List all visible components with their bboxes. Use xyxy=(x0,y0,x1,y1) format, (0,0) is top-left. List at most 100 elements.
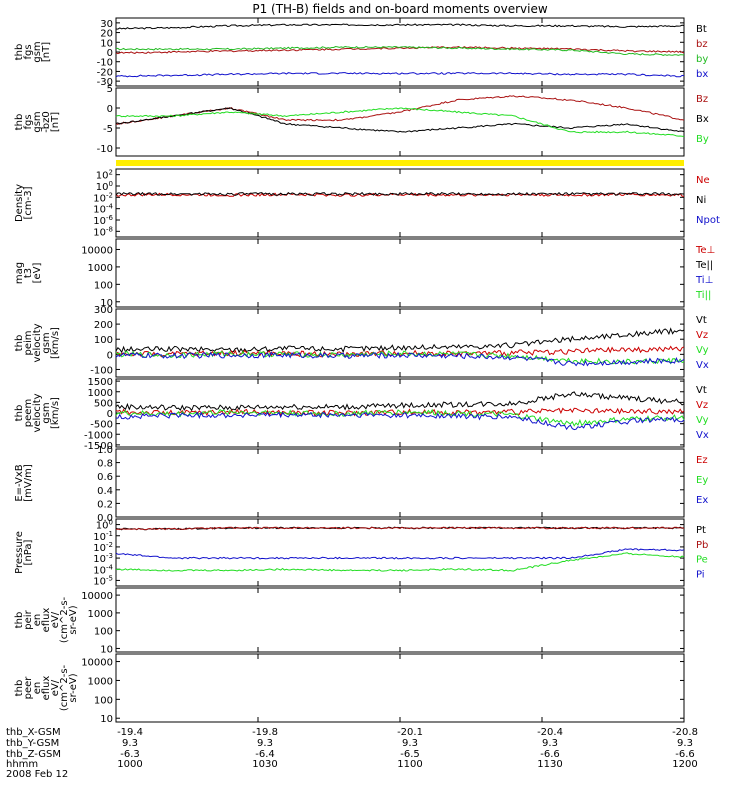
series-line-Ne xyxy=(115,192,685,197)
footer-time-value: 1100 xyxy=(397,759,423,770)
y-tick-label: -5 xyxy=(103,124,113,135)
panel-10: 10000 1000 100 10 thbpeerenefluxeV/(cm^2-s-s… xyxy=(14,653,685,725)
legend-label: Vt xyxy=(696,315,707,326)
y-tick-label: 1000 xyxy=(88,263,113,274)
y-tick-label: 0 xyxy=(107,350,113,361)
y-tick-label: 5 xyxy=(107,84,113,95)
y-tick-label: 1000 xyxy=(88,388,113,399)
footer-x-value: -19.8 xyxy=(252,727,278,738)
legend-label: bx xyxy=(696,69,708,80)
y-tick-label: 1000 xyxy=(88,609,113,620)
y-axis-label: [nT] xyxy=(41,42,52,62)
legend-label: Bt xyxy=(696,24,707,35)
y-axis-label: thb xyxy=(14,680,25,697)
y-axis-label: [eV] xyxy=(32,263,43,284)
legend-label: Pt xyxy=(696,525,706,536)
series-line-Vt xyxy=(115,391,685,412)
y-axis-label: thb xyxy=(14,405,25,422)
y-axis-label: [cm-3] xyxy=(23,186,34,219)
y-tick-label: -1500 xyxy=(84,441,113,452)
y-axis-label: peir xyxy=(23,609,34,629)
y-axis-label: eflux xyxy=(41,676,52,701)
y-axis-label: [nPa] xyxy=(23,539,34,565)
legend-label: Pi xyxy=(696,569,705,580)
y-axis-label: velocity xyxy=(32,323,43,362)
y-tick-label: 1000 xyxy=(88,676,113,687)
y-tick-label: -10 xyxy=(97,58,113,69)
y-tick-label: 20 xyxy=(100,29,113,40)
y-axis-label: eV/ xyxy=(50,611,61,628)
panel-frame xyxy=(115,448,685,518)
y-axis-label: thb xyxy=(14,44,25,61)
y-tick-exponent: -4 xyxy=(106,563,114,571)
y-axis-label: gsm xyxy=(32,111,43,132)
footer-y-value: 9.3 xyxy=(677,738,693,749)
legend-label: Ez xyxy=(696,455,708,466)
legend-label: Vx xyxy=(696,360,709,371)
y-tick-label: 10000 xyxy=(81,591,113,602)
footer-z-value: -6.5 xyxy=(400,749,420,760)
y-tick-label: 10 xyxy=(100,714,113,725)
y-axis-label: (cm^2-s- xyxy=(59,596,70,643)
series-line-Ni xyxy=(115,191,685,196)
y-tick-label: 0 xyxy=(107,104,113,115)
y-tick-label: 100 xyxy=(94,695,113,706)
footer-y-value: 9.3 xyxy=(257,738,273,749)
footer-time-value: 1200 xyxy=(672,759,698,770)
y-axis-label: [mV/m] xyxy=(23,464,34,502)
footer-time-value: 1000 xyxy=(117,759,143,770)
series-line-bx xyxy=(115,71,685,78)
panel-frame xyxy=(115,587,685,653)
y-axis-label: velocity xyxy=(32,393,43,432)
series-line-Vx xyxy=(115,351,685,367)
y-axis-label: [nT] xyxy=(50,112,61,132)
y-tick-label: 0 xyxy=(107,409,113,420)
y-tick-label: 500 xyxy=(94,398,113,409)
y-axis-label: t3 xyxy=(23,268,34,278)
y-axis-label: peem xyxy=(23,399,34,427)
panel-3: 10210010-210-410-610-8Density[cm-3]NeNiN… xyxy=(14,168,720,238)
legend-label: Vz xyxy=(696,400,708,411)
panel-stack: 3020100-10-20-30thbfgsgsm[nT]Btbzbybx50-… xyxy=(14,17,720,725)
y-tick-label: 0.0 xyxy=(97,513,113,524)
series-line-Pe xyxy=(115,552,685,572)
y-axis-label: eflux xyxy=(41,608,52,633)
y-axis-label: thb xyxy=(14,612,25,629)
legend-label: Ne xyxy=(696,175,710,186)
y-axis-label: thb xyxy=(14,114,25,131)
y-axis-label: peim xyxy=(23,330,34,355)
series-line-by xyxy=(115,45,685,56)
legend-label: Pe xyxy=(696,555,708,566)
panel-7: 1.0 0.8 0.6 0.4 0.2 0.0 E=-VxB[mV/m] Ez Ey Ex xyxy=(14,445,708,524)
y-axis-label: Density xyxy=(14,184,25,222)
panel-frame xyxy=(115,308,685,378)
series-line-Vt xyxy=(115,327,685,354)
y-tick-label: 100 xyxy=(94,280,113,291)
y-tick-label: 10000 xyxy=(81,658,113,669)
footer-z-value: -6.6 xyxy=(675,749,695,760)
footer-x-value: -20.4 xyxy=(537,727,563,738)
y-tick-label: 1500 xyxy=(88,377,113,388)
footer-y-value: 9.3 xyxy=(542,738,558,749)
legend-label: Te⊥ xyxy=(695,245,715,256)
y-tick-label: -30 xyxy=(97,77,113,88)
legend-label: Ex xyxy=(696,495,708,506)
legend-label: Vz xyxy=(696,330,708,341)
y-tick-exponent: -4 xyxy=(106,203,114,211)
footer-x-value: -20.1 xyxy=(397,727,423,738)
y-tick-exponent: -2 xyxy=(106,541,113,549)
plot-title: P1 (TH-B) fields and on-board moments ov… xyxy=(252,2,548,16)
y-axis-label: [km/s] xyxy=(50,327,61,359)
legend-label: Bz xyxy=(696,94,708,105)
y-tick-label: 100 xyxy=(94,335,113,346)
y-axis-label: -bz0 xyxy=(41,111,52,133)
y-axis-label: [km/s] xyxy=(50,397,61,429)
series-line-Vy xyxy=(115,408,685,427)
y-tick-label: 0 xyxy=(107,48,113,59)
y-tick-label: -500 xyxy=(90,420,113,431)
series-line-Bz xyxy=(115,95,685,125)
